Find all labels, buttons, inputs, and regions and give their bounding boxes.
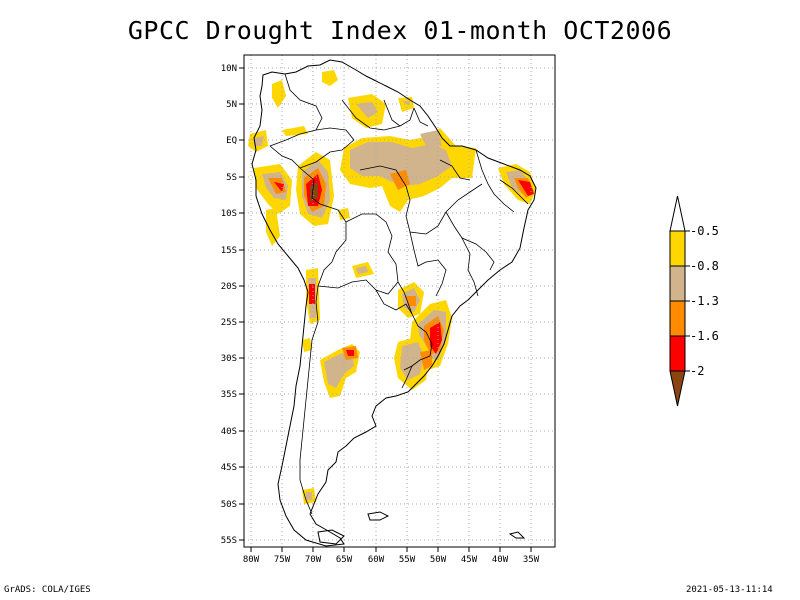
lat-label: 5N <box>226 100 237 110</box>
lon-label: 45W <box>461 555 478 565</box>
falklands <box>367 511 390 521</box>
drought-patch <box>272 80 286 108</box>
drought-patch <box>309 284 315 304</box>
lon-label: 35W <box>523 555 540 565</box>
lon-labels: 80W 75W 70W 65W 60W 55W 50W 45W 40W 35W <box>243 555 540 565</box>
lat-label: 30S <box>221 354 237 364</box>
drought-shading <box>248 70 536 504</box>
legend-label: -0.8 <box>690 259 719 273</box>
drought-patch <box>518 180 534 196</box>
drought-patch <box>274 182 284 192</box>
drought-patch <box>338 208 350 220</box>
legend-swatch <box>669 300 686 337</box>
drought-patch <box>322 70 338 86</box>
legend-label: -2 <box>690 364 704 378</box>
lat-label: 50S <box>221 500 237 510</box>
lat-label: EQ <box>226 136 237 146</box>
south-georgia <box>508 531 526 539</box>
drought-patch <box>420 350 432 370</box>
map-frame <box>243 54 556 548</box>
drought-patch <box>400 342 424 380</box>
lon-label: 40W <box>492 555 509 565</box>
colorbar-legend: -0.5 -0.8 -1.3 -1.6 -2 <box>669 195 719 407</box>
lon-label: 80W <box>243 555 260 565</box>
lat-label: 20S <box>221 282 237 292</box>
legend-bottom-triangle <box>669 370 686 407</box>
lon-label: 55W <box>399 555 416 565</box>
country-borders <box>269 73 529 515</box>
coastlines <box>251 59 537 547</box>
legend-label: -0.5 <box>690 224 719 238</box>
legend-swatch <box>669 265 686 302</box>
lat-label: 55S <box>221 536 237 546</box>
lat-label: 25S <box>221 318 237 328</box>
tierra-del-fuego <box>317 529 345 545</box>
drought-patch <box>356 102 378 118</box>
lat-label: 10S <box>221 209 237 219</box>
legend-swatch <box>669 335 686 372</box>
lon-label: 70W <box>305 555 322 565</box>
lat-label: 15S <box>221 246 237 256</box>
drought-patch <box>306 492 312 500</box>
legend-label: -1.3 <box>690 294 719 308</box>
lat-label: 35S <box>221 390 237 400</box>
legend-swatch <box>669 230 686 267</box>
drought-patch <box>346 350 354 356</box>
drought-patch <box>266 208 280 246</box>
chart-title: GPCC Drought Index 01-month OCT2006 <box>127 16 673 45</box>
drought-patch <box>398 97 414 112</box>
lat-ticks <box>239 67 244 541</box>
drought-patch <box>420 130 442 150</box>
drought-patch <box>302 338 312 352</box>
legend-label: -1.6 <box>690 329 719 343</box>
lon-label: 65W <box>336 555 353 565</box>
lat-label: 10N <box>221 64 237 74</box>
lat-label: 40S <box>221 427 237 437</box>
lat-label: 45S <box>221 463 237 473</box>
drought-patch <box>402 101 410 106</box>
south-america-outline <box>251 59 537 547</box>
drought-patch <box>282 126 308 136</box>
lon-label: 60W <box>368 555 385 565</box>
drought-patch <box>254 136 264 146</box>
lon-ticks <box>250 547 532 552</box>
lon-label: 75W <box>274 555 291 565</box>
drought-patch <box>430 322 442 354</box>
footer-timestamp: 2021-05-13-11:14 <box>686 585 773 595</box>
lat-labels: 10N 5N EQ 5S 10S 15S 20S 25S 30S 35S 40S… <box>221 64 237 546</box>
lon-label: 50W <box>430 555 447 565</box>
lat-label: 5S <box>226 173 237 183</box>
drought-patch <box>356 266 368 274</box>
legend-top-triangle <box>669 195 686 232</box>
footer-credit: GrADS: COLA/IGES <box>4 585 91 595</box>
